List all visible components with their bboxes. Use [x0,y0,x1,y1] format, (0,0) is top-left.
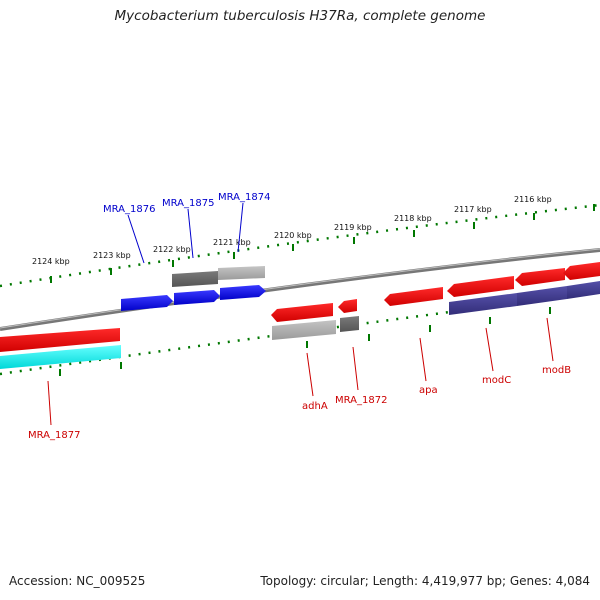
kbp-label-2118: 2118 kbp [394,214,432,223]
kbp-labels: 2124 kbp 2123 kbp 2122 kbp 2121 kbp 2120… [32,195,552,266]
forward-gene-labels: MRA_1876 MRA_1875 MRA_1874 [103,192,270,215]
gene-modb-purple-feature[interactable] [517,286,567,306]
gene-mra-1875-cds-arrow[interactable] [174,290,220,305]
gene-label-mra-1876[interactable]: MRA_1876 [103,204,155,215]
outer-tick-ruler [0,203,600,288]
gene-label-adha[interactable]: adhA [302,401,328,412]
gene-mra-1872-gray-feature[interactable] [340,316,359,332]
gene-label-apa[interactable]: apa [419,385,438,396]
gene-label-mra-1875[interactable]: MRA_1875 [162,198,214,209]
gene-mra-1876-cds-arrow[interactable] [121,295,173,311]
label-leader-lines [47,202,554,426]
gene-mra-1874-cds-arrow[interactable] [220,285,266,300]
kbp-label-2120: 2120 kbp [274,231,312,240]
gene-apa-cds-arrow[interactable] [384,287,443,306]
outer-major-ticks [50,204,595,283]
leader-mra-1876 [127,214,145,264]
kbp-label-2119: 2119 kbp [334,223,372,232]
gene-adha-gray-feature[interactable] [272,320,336,340]
leader-mra-1875 [187,208,194,259]
gene-modc-purple-feature[interactable] [449,293,517,315]
inner-major-ticks [59,307,551,376]
gene-mra-1874-gray-feature[interactable] [218,266,265,280]
leader-mra-1874 [237,202,244,253]
forward-strand-features [121,266,266,311]
kbp-label-2121: 2121 kbp [213,238,251,247]
leader-modb [546,317,554,362]
reverse-gene-labels: MRA_1877 adhA MRA_1872 apa modC modB [28,365,571,441]
leader-mra-1877 [47,380,52,426]
kbp-label-2123: 2123 kbp [93,251,131,260]
gene-mra-1877-cds-arrow[interactable] [0,328,120,352]
leader-modc [485,327,494,372]
gene-mra-1875-gray-feature[interactable] [172,271,218,287]
kbp-label-2124: 2124 kbp [32,257,70,266]
gene-label-mra-1877[interactable]: MRA_1877 [28,430,80,441]
genome-backbone-highlight [0,248,600,329]
gene-label-modc[interactable]: modC [482,375,511,386]
genome-summary-label: Topology: circular; Length: 4,419,977 bp… [260,574,590,588]
kbp-label-2116: 2116 kbp [514,195,552,204]
gene-modb-cds-arrow[interactable] [515,268,565,286]
leader-mra-1872 [352,346,359,391]
kbp-label-2117: 2117 kbp [454,205,492,214]
map-title: Mycobacterium tuberculosis H37Ra, comple… [114,8,486,24]
kbp-label-2122: 2122 kbp [153,245,191,254]
gene-label-mra-1874[interactable]: MRA_1874 [218,192,270,203]
leader-adha [306,352,314,397]
gene-label-modb[interactable]: modB [542,365,571,376]
gene-mra-next-cds-arrow[interactable] [563,262,600,280]
gene-next-purple-feature[interactable] [567,281,600,299]
gene-mra-1877-cyan-feature[interactable] [0,345,121,369]
genome-backbone [0,248,600,331]
gene-modc-cds-arrow[interactable] [447,276,514,297]
gene-label-mra-1872[interactable]: MRA_1872 [335,395,387,406]
gene-mra-1872-cds-arrow[interactable] [338,299,357,313]
accession-label: Accession: NC_009525 [9,574,146,588]
gene-adha-cds-arrow[interactable] [271,303,333,322]
leader-apa [419,337,427,382]
reverse-strand-features [0,262,600,369]
